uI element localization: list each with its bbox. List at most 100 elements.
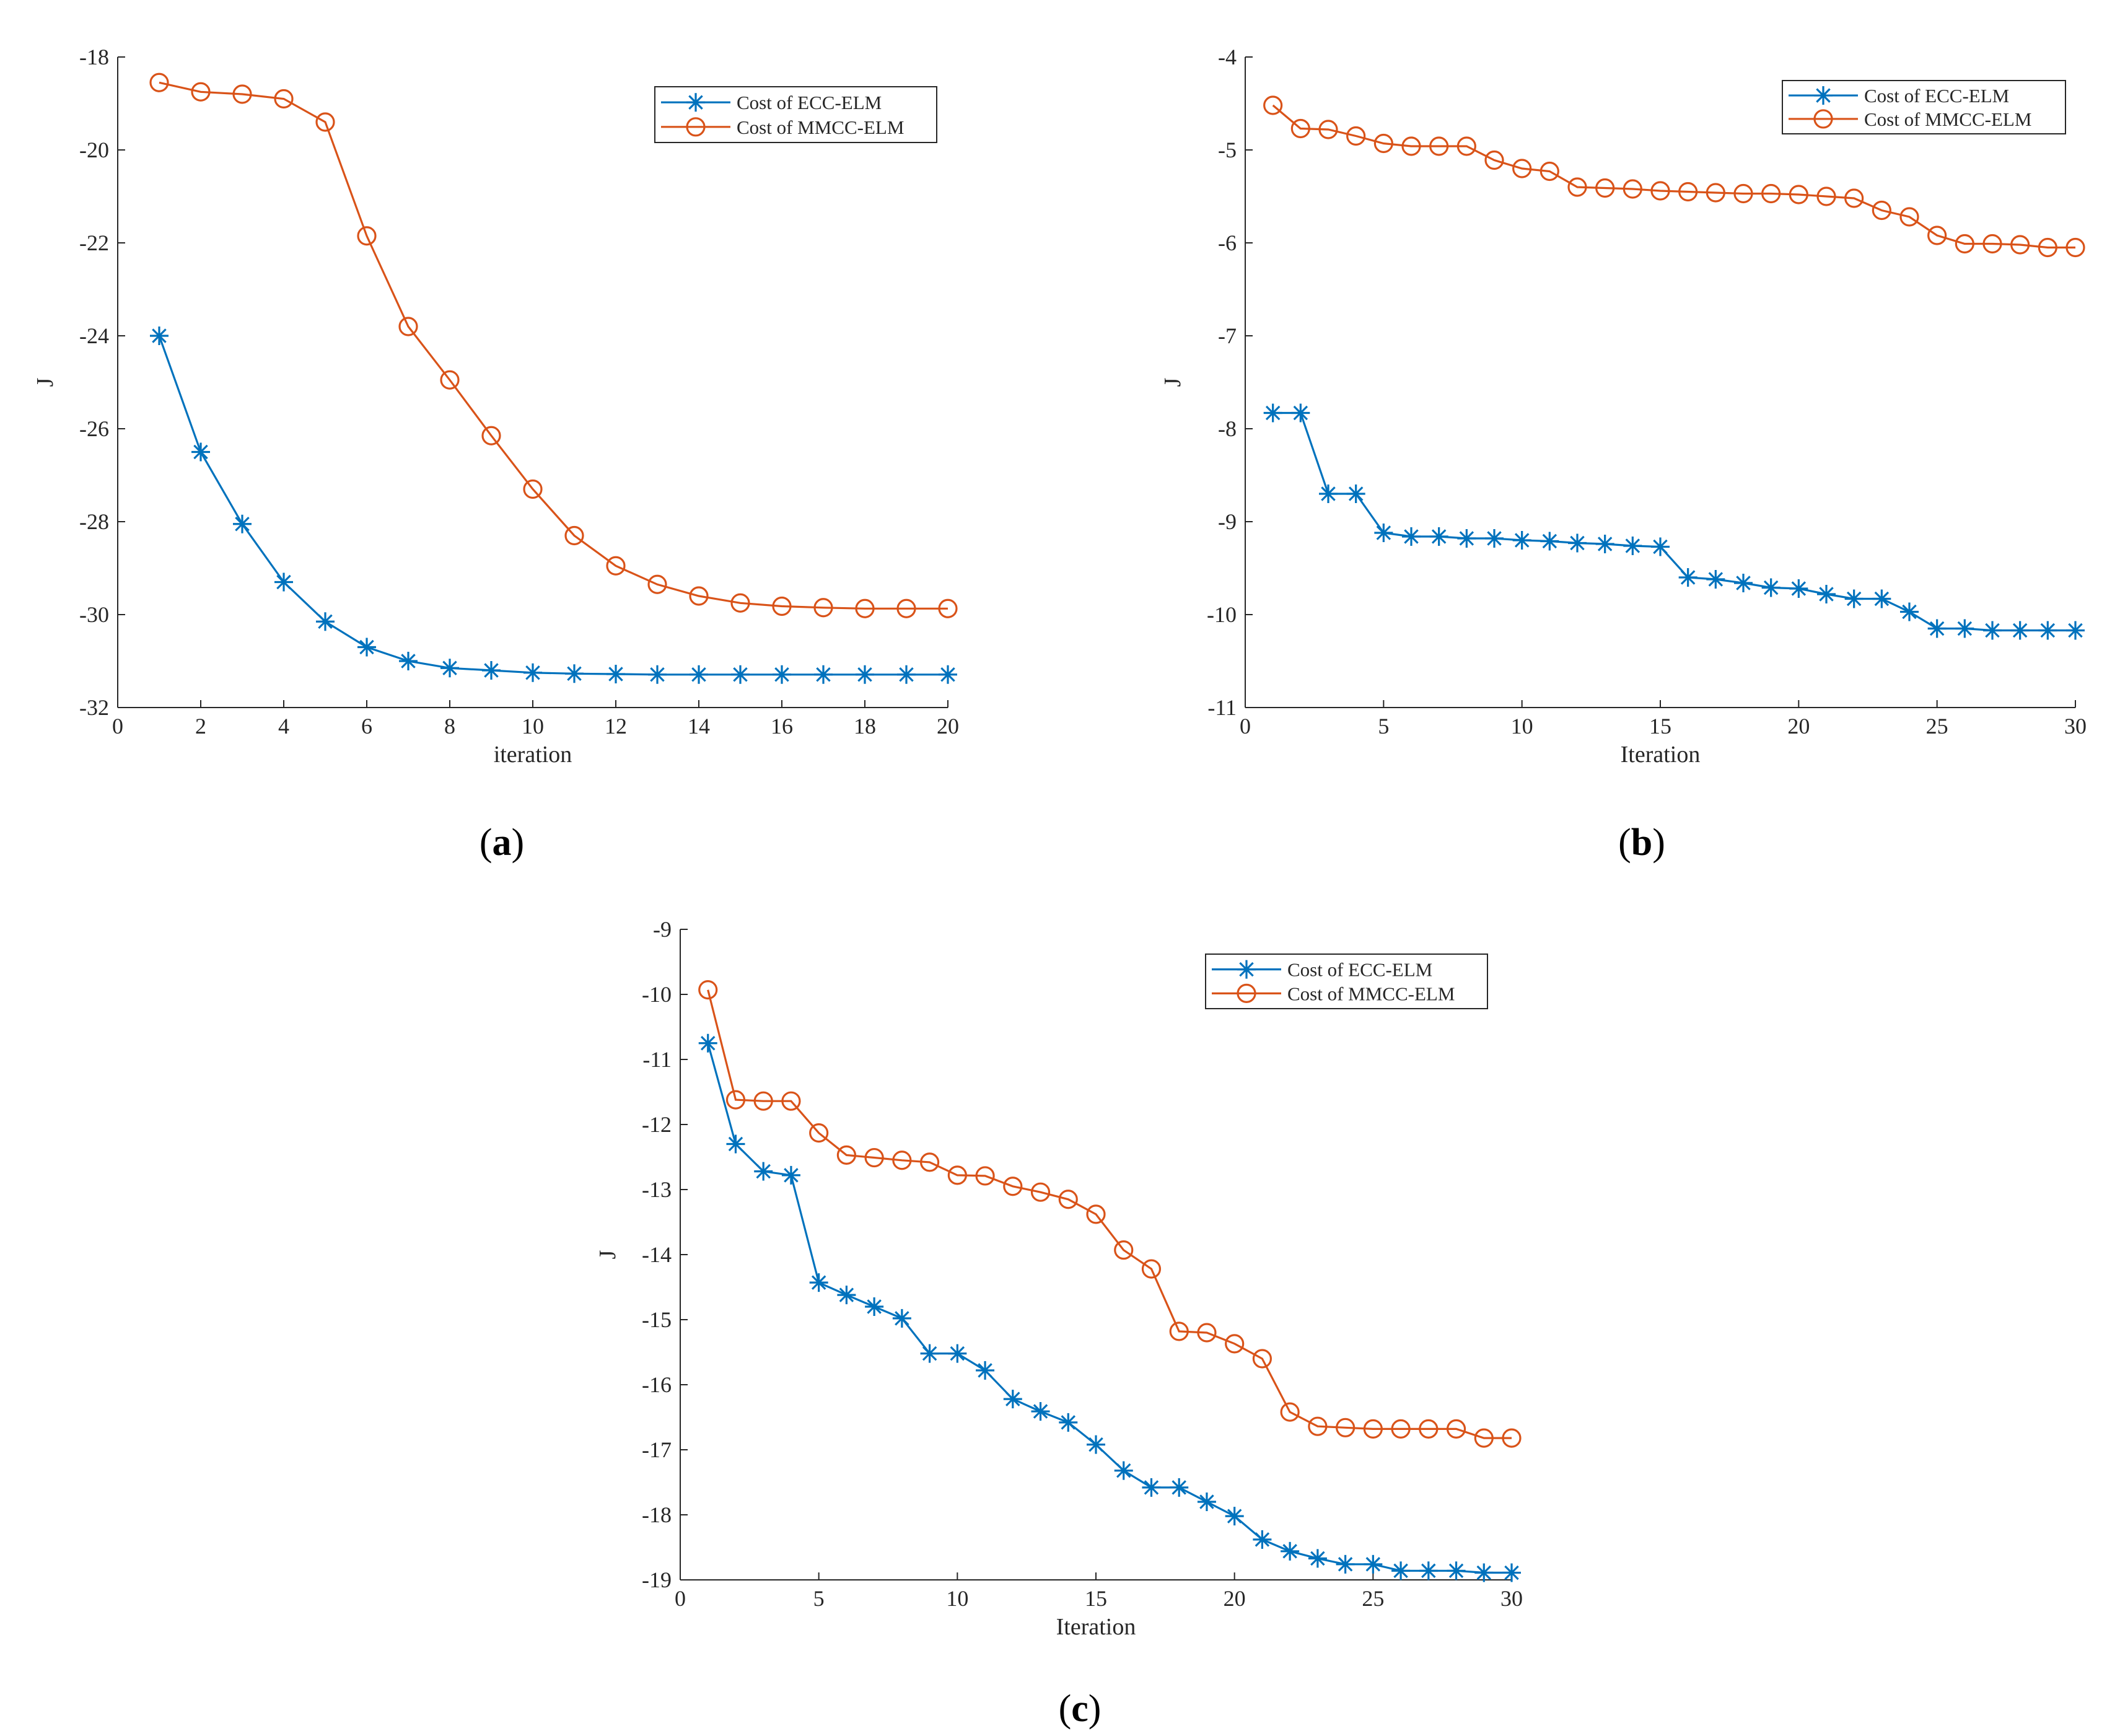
legend-marker bbox=[686, 93, 705, 112]
data-point bbox=[1170, 1478, 1189, 1497]
data-point bbox=[1225, 1334, 1245, 1354]
data-point bbox=[482, 661, 501, 680]
data-point bbox=[1817, 585, 1836, 603]
data-point bbox=[754, 1162, 773, 1181]
data-point bbox=[1030, 1182, 1051, 1202]
data-point bbox=[1651, 537, 1670, 556]
data-point bbox=[1263, 95, 1283, 115]
data-point bbox=[772, 596, 792, 616]
legend-marker bbox=[686, 117, 706, 137]
data-point bbox=[1336, 1554, 1355, 1574]
data-point bbox=[2066, 621, 2085, 640]
data-point bbox=[440, 659, 459, 678]
x-tick-label: 20 bbox=[937, 714, 959, 739]
data-point bbox=[1114, 1461, 1133, 1480]
plot-area-a: 0 2 4 6 8 10 12 14 16 18 20 -32 -30 -28 -26 -24 -22 -20 -1… bbox=[32, 45, 959, 768]
x-tick-label: 6 bbox=[361, 714, 372, 739]
data-point bbox=[1678, 568, 1697, 587]
y-axis-label: J bbox=[32, 378, 58, 387]
y-tick-label: -24 bbox=[79, 323, 109, 348]
legend-label: Cost of ECC-ELM bbox=[1287, 959, 1432, 981]
y-tick-label: -7 bbox=[1218, 323, 1237, 348]
y-tick-label: -12 bbox=[642, 1112, 672, 1137]
data-point bbox=[357, 226, 377, 246]
data-point bbox=[1141, 1259, 1162, 1279]
data-point bbox=[1982, 234, 2002, 254]
caption-b: (b) bbox=[1618, 822, 1665, 864]
y-tick-label: -11 bbox=[642, 1047, 672, 1072]
data-point bbox=[564, 525, 584, 546]
data-point bbox=[1308, 1549, 1327, 1568]
data-point bbox=[1900, 602, 1919, 621]
data-point bbox=[1346, 484, 1365, 503]
data-point bbox=[1927, 619, 1947, 638]
data-point bbox=[730, 593, 750, 613]
data-point bbox=[1502, 1428, 1522, 1448]
data-point bbox=[731, 665, 750, 684]
data-point bbox=[647, 574, 667, 594]
data-point bbox=[1429, 527, 1448, 546]
data-point bbox=[1485, 529, 1504, 548]
legend-marker bbox=[1237, 983, 1256, 1003]
data-point bbox=[1927, 226, 1947, 245]
data-point bbox=[865, 1297, 884, 1316]
y-axis-label: J bbox=[1160, 378, 1186, 387]
y-tick-label: -9 bbox=[653, 917, 672, 942]
y-tick-label: -9 bbox=[1218, 509, 1237, 534]
data-point bbox=[316, 612, 335, 631]
x-tick-label: 0 bbox=[1240, 714, 1251, 739]
legend-marker bbox=[1813, 109, 1833, 129]
data-point bbox=[1197, 1493, 1216, 1511]
data-point bbox=[523, 663, 542, 682]
data-point bbox=[856, 665, 874, 684]
data-point bbox=[781, 1165, 800, 1185]
data-point bbox=[1983, 621, 2002, 640]
x-tick-label: 5 bbox=[813, 1586, 825, 1611]
x-axis-label: iteration bbox=[494, 742, 572, 768]
x-tick-label: 0 bbox=[675, 1586, 686, 1611]
x-tick-label: 30 bbox=[1500, 1586, 1523, 1611]
data-point bbox=[1446, 1419, 1466, 1439]
data-point bbox=[1955, 234, 1974, 254]
data-point bbox=[726, 1134, 745, 1154]
y-tick-label: -18 bbox=[79, 45, 109, 69]
data-point bbox=[191, 442, 210, 462]
data-point bbox=[398, 317, 418, 336]
chart-panel-b: (b) 0 5 10 15 20 25 30 -11 -10 -9 -8 -7 -6 -5 -4 Iterat… bbox=[1160, 45, 2087, 864]
y-tick-label: -17 bbox=[642, 1437, 672, 1462]
y-tick-label: -16 bbox=[642, 1372, 672, 1397]
data-point bbox=[1502, 1563, 1521, 1582]
data-point bbox=[1346, 126, 1366, 146]
data-point bbox=[948, 1344, 967, 1363]
data-point bbox=[1872, 589, 1891, 608]
data-point bbox=[1169, 1322, 1189, 1341]
x-tick-label: 12 bbox=[605, 714, 627, 739]
data-point bbox=[606, 556, 626, 576]
data-point bbox=[813, 598, 833, 618]
y-tick-label: -28 bbox=[79, 509, 109, 534]
series-mmcc-elm bbox=[149, 72, 958, 618]
y-tick-label: -6 bbox=[1218, 230, 1237, 255]
x-axis-label: Iteration bbox=[1621, 742, 1701, 768]
x-tick-label: 15 bbox=[1649, 714, 1671, 739]
data-point bbox=[1844, 188, 1864, 208]
data-point bbox=[896, 598, 916, 618]
data-point bbox=[2010, 235, 2030, 255]
series-ecc-elm bbox=[1263, 403, 2085, 640]
y-tick-label: -22 bbox=[79, 230, 109, 255]
data-point bbox=[1252, 1349, 1272, 1369]
legend-label: Cost of MMCC-ELM bbox=[737, 116, 904, 138]
data-point bbox=[1474, 1428, 1494, 1448]
y-tick-label: -5 bbox=[1218, 138, 1237, 162]
data-point bbox=[1281, 1541, 1300, 1561]
x-tick-label: 4 bbox=[278, 714, 289, 739]
y-tick-label: -30 bbox=[79, 602, 109, 627]
data-point bbox=[725, 1090, 746, 1110]
data-point bbox=[836, 1145, 857, 1165]
data-point bbox=[1087, 1435, 1105, 1454]
x-tick-label: 10 bbox=[946, 1586, 968, 1611]
data-point bbox=[1364, 1554, 1383, 1574]
data-point bbox=[648, 665, 667, 684]
